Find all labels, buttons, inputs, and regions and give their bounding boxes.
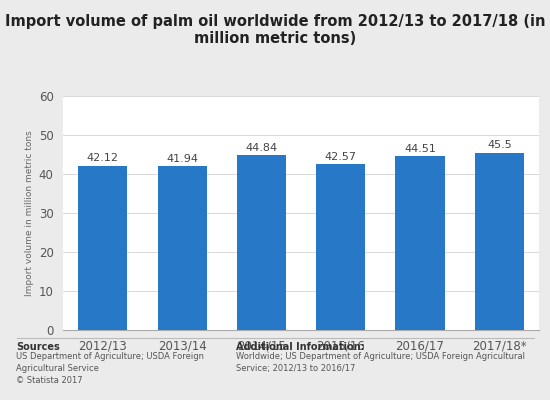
Bar [395, 156, 444, 330]
Bar [78, 166, 128, 330]
Bar [316, 164, 365, 330]
Bar [237, 155, 286, 330]
Text: Import volume of palm oil worldwide from 2012/13 to 2017/18 (in
million metric t: Import volume of palm oil worldwide from… [5, 14, 545, 46]
Text: 44.51: 44.51 [404, 144, 436, 154]
Bar [475, 152, 524, 330]
Text: 45.5: 45.5 [487, 140, 512, 150]
Text: Worldwide; US Department of Agriculture; USDA Foreign Agricultural Service; 2012: Worldwide; US Department of Agriculture;… [236, 352, 525, 373]
Text: Sources: Sources [16, 342, 60, 352]
Text: US Department of Agriculture; USDA Foreign
Agricultural Service
© Statista 2017: US Department of Agriculture; USDA Forei… [16, 352, 205, 385]
Text: Additional Information:: Additional Information: [236, 342, 365, 352]
Text: 41.94: 41.94 [166, 154, 198, 164]
Y-axis label: Import volume in million metric tons: Import volume in million metric tons [25, 130, 35, 296]
Bar [158, 166, 207, 330]
Text: 44.84: 44.84 [245, 143, 278, 153]
Text: 42.57: 42.57 [324, 152, 357, 162]
Text: 42.12: 42.12 [87, 153, 119, 163]
